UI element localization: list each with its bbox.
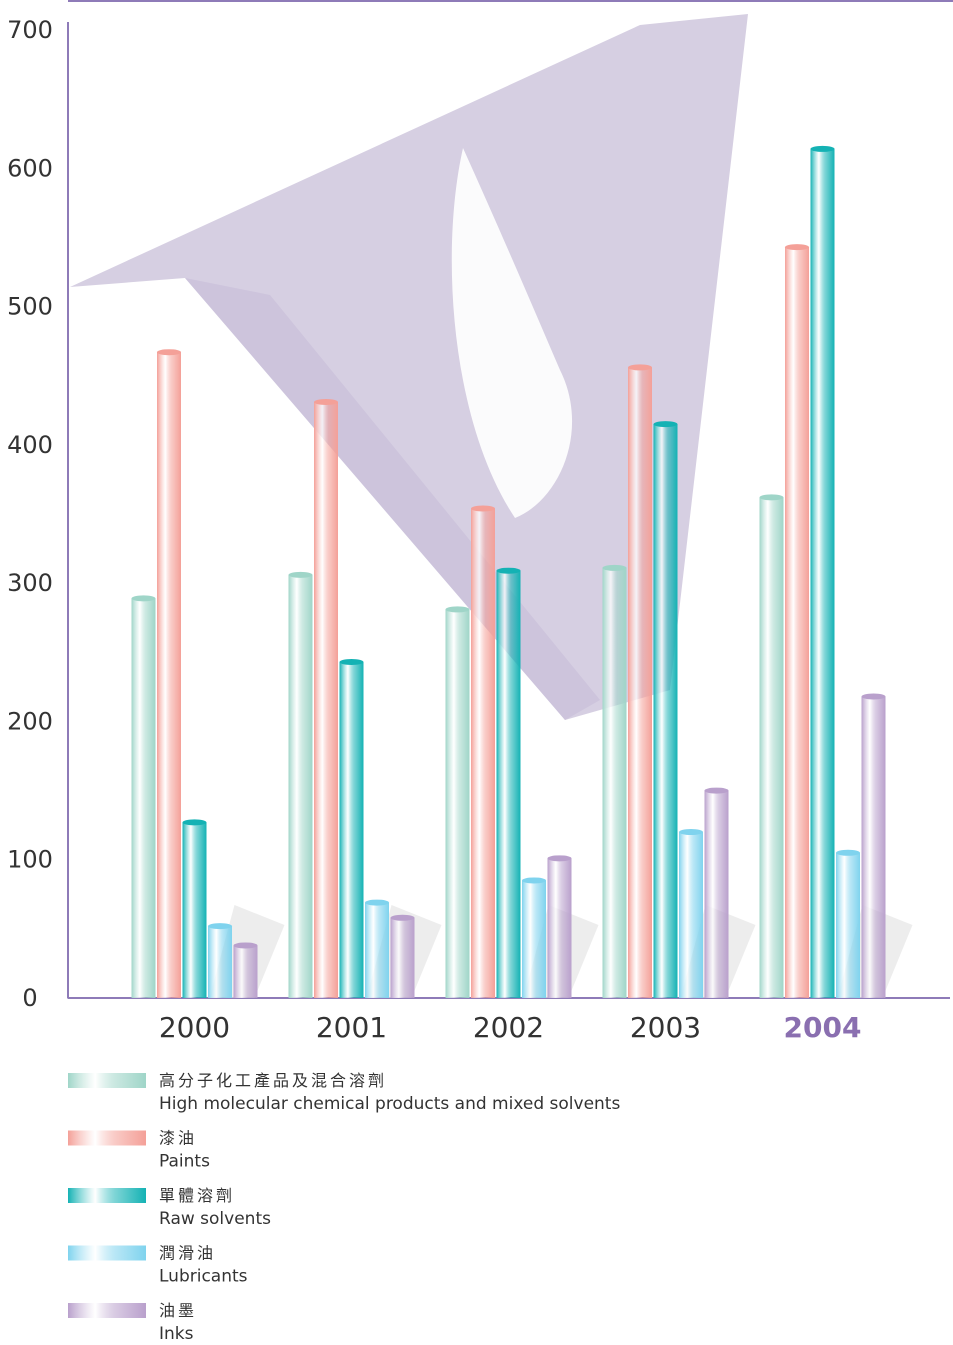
bar [289, 575, 313, 998]
bar-cap [471, 505, 495, 511]
y-tick-label: 100 [7, 846, 53, 874]
legend-label: Lubricants [159, 1267, 248, 1287]
bar-cap [340, 659, 364, 665]
bar-cap [811, 146, 835, 152]
x-tick-label: 2001 [316, 1011, 387, 1044]
bar-cap [208, 923, 232, 929]
bar-cap [289, 572, 313, 578]
legend-label-zh: 油墨 [159, 1301, 197, 1320]
x-tick-label: 2003 [630, 1011, 701, 1044]
legend-label: Raw solvents [159, 1209, 271, 1229]
bar [654, 424, 678, 998]
bar [522, 880, 546, 998]
legend-label: High molecular chemical products and mix… [159, 1094, 620, 1114]
bar [183, 822, 207, 998]
bar [862, 697, 886, 998]
legend-label: Inks [159, 1324, 194, 1344]
bar-cap [548, 855, 572, 861]
bar [157, 352, 181, 998]
legend-label-zh: 漆油 [159, 1129, 197, 1148]
bar [471, 508, 495, 998]
bar [811, 149, 835, 998]
x-tick-label: 2002 [473, 1011, 544, 1044]
bar-cap [654, 421, 678, 427]
bar [705, 791, 729, 998]
x-tick-label: 2000 [159, 1011, 230, 1044]
bar [548, 858, 572, 998]
bar [785, 247, 809, 998]
bar-cap [785, 244, 809, 250]
bar-cap [836, 850, 860, 856]
bar-cap [603, 565, 627, 571]
y-tick-label: 500 [7, 293, 53, 321]
legend-label-zh: 單體溶劑 [159, 1186, 235, 1205]
y-tick-label: 600 [7, 154, 53, 182]
legend-swatch [68, 1131, 146, 1146]
legend-label: Paints [159, 1152, 210, 1172]
bar-cap [132, 595, 156, 601]
y-tick-label: 300 [7, 569, 53, 597]
bar [132, 598, 156, 998]
bar-cap [497, 568, 521, 574]
bar [628, 367, 652, 998]
legend-label-zh: 潤滑油 [159, 1244, 216, 1263]
y-tick-label: 700 [7, 16, 53, 44]
bar [208, 926, 232, 998]
chart: 0 100 200 300 400 500 600 700 2000 2001 2002 2003 20… [0, 0, 953, 1345]
x-tick-label: 2004 [784, 1011, 862, 1044]
bar-cap [314, 399, 338, 405]
bar [446, 609, 470, 998]
bar [234, 945, 258, 998]
bar-cap [446, 606, 470, 612]
legend-label-zh: 高分子化工產品及混合溶劑 [159, 1071, 387, 1090]
bar-cap [628, 364, 652, 370]
bar-cap [183, 819, 207, 825]
bar [836, 853, 860, 998]
legend-swatch [68, 1073, 146, 1088]
bar [365, 903, 389, 998]
bar-cap [760, 494, 784, 500]
bar-cap [522, 877, 546, 883]
bar-cap [391, 915, 415, 921]
legend-swatch [68, 1246, 146, 1261]
bar [314, 402, 338, 998]
bar-cap [862, 694, 886, 700]
bar [340, 662, 364, 998]
bar-cap [234, 942, 258, 948]
bar-cap [365, 900, 389, 906]
y-tick-label: 400 [7, 431, 53, 459]
bar-cap [705, 788, 729, 794]
y-tick-label: 200 [7, 707, 53, 735]
bar [603, 568, 627, 998]
bar-cap [157, 349, 181, 355]
bar-cap [679, 829, 703, 835]
legend-swatch [68, 1303, 146, 1318]
bar [760, 497, 784, 998]
y-tick-label: 0 [22, 984, 37, 1012]
legend-swatch [68, 1188, 146, 1203]
bar [497, 571, 521, 998]
bar [391, 918, 415, 998]
bar [679, 832, 703, 998]
